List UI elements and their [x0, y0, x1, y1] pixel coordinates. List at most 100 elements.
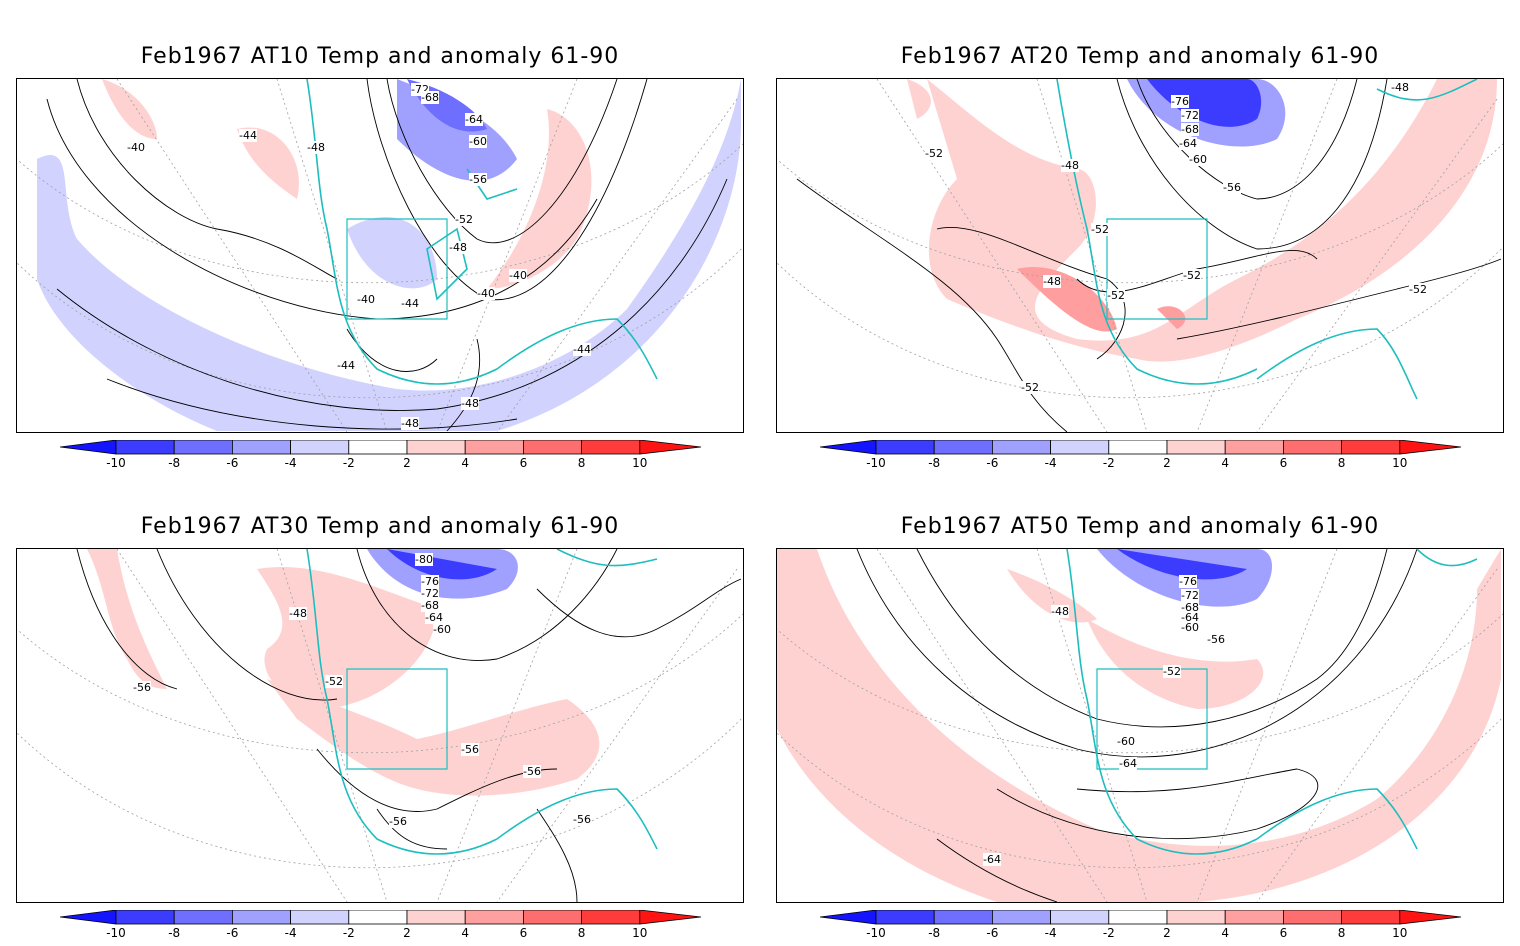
- contour-label: -48: [1043, 275, 1061, 288]
- colorbar-tick-label: 2: [1163, 926, 1171, 940]
- colorbar-tick-label: -10: [106, 926, 126, 940]
- colorbar-tick-label: 4: [461, 456, 470, 470]
- colorbar-segment: [406, 909, 466, 925]
- colorbar-segment: [59, 909, 117, 925]
- colorbar-tick-label: -2: [342, 926, 355, 940]
- contour-label: -56: [461, 743, 479, 756]
- panel-title: Feb1967 AT20 Temp and anomaly 61-90: [900, 44, 1380, 69]
- map-at30: -80 -76 -72 -68 -64 -60 -48 -52 -56 -56 …: [16, 548, 744, 903]
- contour-label: -56: [573, 813, 591, 826]
- contour-label: -48: [1391, 81, 1409, 94]
- colorbar-tick-label: -6: [986, 926, 999, 940]
- colorbar-tick-label: -6: [226, 456, 239, 470]
- colorbar-segment: [173, 439, 233, 455]
- colorbar-segment: [290, 909, 350, 925]
- contour-label: -52: [925, 147, 943, 160]
- contour-label: -52: [1021, 381, 1039, 394]
- colorbar-segment: [231, 909, 291, 925]
- contour-label: -68: [1181, 123, 1199, 136]
- colorbar-tick-label: 10: [632, 456, 648, 470]
- colorbar-segment: [639, 909, 702, 925]
- colorbar-segment: [875, 909, 935, 925]
- colorbar-segment: [522, 909, 582, 925]
- colorbar-tick-label: -10: [106, 456, 126, 470]
- colorbar-segment: [1341, 909, 1401, 925]
- grid-lines: [17, 79, 743, 432]
- contour-label: -64: [465, 113, 483, 126]
- panel-at10: Feb1967 AT10 Temp and anomaly 61-90: [0, 0, 760, 470]
- colorbar-segment: [581, 439, 641, 455]
- colorbar-segment: [464, 439, 524, 455]
- contour-label: -44: [239, 129, 257, 142]
- colorbar-tick-label: 10: [632, 926, 648, 940]
- colorbar-segment: [115, 439, 175, 455]
- panel-title: Feb1967 AT10 Temp and anomaly 61-90: [140, 44, 620, 69]
- colorbar-tick-label: 8: [1337, 926, 1346, 940]
- contour-label: -48: [401, 417, 419, 430]
- colorbar: -10 -8 -6 -4 -2 2 4 6 8 10: [819, 439, 1462, 476]
- colorbar-segment: [1050, 439, 1110, 455]
- colorbar-tick-label: -8: [928, 926, 941, 940]
- colorbar-tick-label: -2: [1102, 926, 1115, 940]
- colorbar-segment: [115, 909, 175, 925]
- contour-label: -56: [1223, 181, 1241, 194]
- contour-label: -76: [1171, 95, 1189, 108]
- colorbar-segment: [819, 439, 877, 455]
- contour-label: -64: [425, 611, 443, 624]
- contour-label: -60: [1117, 735, 1135, 748]
- contour-label: -44: [401, 297, 419, 310]
- colorbar-svg: [59, 909, 702, 925]
- contour-label: -44: [337, 359, 355, 372]
- colorbar-segment: [1224, 439, 1284, 455]
- colorbar-segment: [348, 439, 408, 455]
- contour-label: -40: [127, 141, 145, 154]
- contour-label: -76: [421, 575, 439, 588]
- contour-label: -60: [1181, 621, 1199, 634]
- contour-label: -52: [325, 675, 343, 688]
- colorbar-tick-label: 2: [403, 456, 411, 470]
- colorbar-tick-label: -10: [866, 926, 886, 940]
- map-at50-svg: [777, 549, 1503, 902]
- contour-label: -64: [983, 853, 1001, 866]
- colorbar-tick-label: -8: [168, 456, 181, 470]
- contour-label: -72: [421, 587, 439, 600]
- colorbar-tick-label: -2: [342, 456, 355, 470]
- colorbar-tick-label: 6: [1279, 456, 1288, 470]
- colorbar-segment: [1399, 909, 1462, 925]
- panel-title: Feb1967 AT30 Temp and anomaly 61-90: [140, 514, 620, 539]
- panel-title: Feb1967 AT50 Temp and anomaly 61-90: [900, 514, 1380, 539]
- contour-label: -52: [1163, 665, 1181, 678]
- contour-label: -48: [307, 141, 325, 154]
- colorbar-segment: [1399, 439, 1462, 455]
- colorbar-segment: [406, 439, 466, 455]
- contour-label: -56: [389, 815, 407, 828]
- map-at10-svg: [17, 79, 743, 432]
- panel-at30: Feb1967 AT30 Temp and anomaly 61-90: [0, 470, 760, 940]
- contour-label: -52: [1091, 223, 1109, 236]
- colorbar-segment: [1341, 439, 1401, 455]
- contour-label: -68: [421, 599, 439, 612]
- contour-label: -68: [1181, 601, 1199, 614]
- colorbar-svg: [819, 909, 1462, 925]
- colorbar-tick-label: 2: [403, 926, 411, 940]
- colorbar-tick-label: -2: [1102, 456, 1115, 470]
- colorbar-tick-label: -4: [284, 926, 297, 940]
- colorbar-segment: [1282, 439, 1342, 455]
- panel-at20: Feb1967 AT20 Temp and anomaly 61-90: [760, 0, 1520, 470]
- colorbar-tick-label: 6: [519, 456, 528, 470]
- colorbar-tick-label: -6: [226, 926, 239, 940]
- contour-label: -80: [415, 553, 433, 566]
- colorbar-tick-label: -8: [168, 926, 181, 940]
- colorbar-tick-label: -10: [866, 456, 886, 470]
- contour-label: -40: [509, 269, 527, 282]
- temperature-contours: [856, 549, 1418, 902]
- contour-label: -52: [1183, 269, 1201, 282]
- colorbar-tick-label: -4: [1044, 926, 1057, 940]
- map-at20: -76 -72 -68 -64 -60 -56 -52 -48 -52 -48 …: [776, 78, 1504, 433]
- coastlines: [306, 549, 658, 855]
- colorbar-svg: [59, 439, 702, 455]
- contour-label: -48: [289, 607, 307, 620]
- contour-label: -48: [461, 397, 479, 410]
- contour-label: -64: [1179, 137, 1197, 150]
- colorbar-segment: [1108, 909, 1168, 925]
